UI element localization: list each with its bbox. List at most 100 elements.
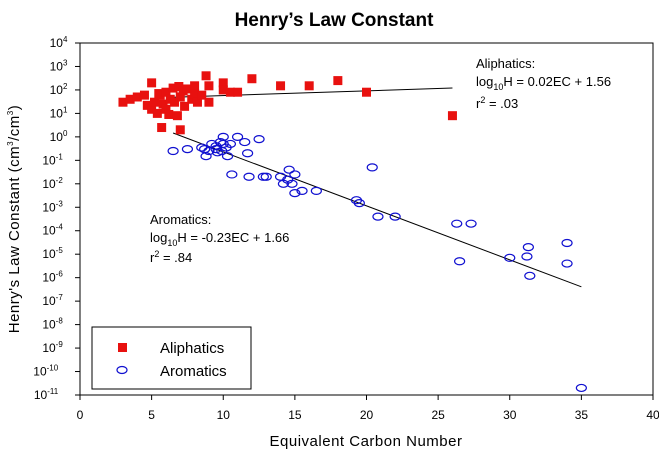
aliphatics-fit-line — [173, 87, 453, 98]
legend: Aliphatics Aromatics — [91, 326, 252, 390]
x-tick-label: 15 — [288, 408, 302, 422]
aliphatics-point — [197, 90, 207, 100]
aliphatics-point — [161, 104, 171, 114]
aromatics-point — [181, 145, 194, 154]
y-tick-label: 10-5 — [42, 246, 63, 261]
aromatics-point — [522, 243, 534, 252]
aliphatics-point — [157, 123, 167, 133]
aliphatics-point — [125, 94, 135, 104]
aliphatics-point — [174, 82, 184, 92]
aliphatics-point — [180, 101, 190, 111]
aromatics-point — [231, 132, 244, 141]
aliphatics-point — [155, 90, 165, 100]
aromatics-point — [372, 212, 384, 221]
aromatics-point — [286, 179, 298, 188]
aliphatics-point — [161, 87, 171, 97]
aliphatics-point — [168, 83, 178, 93]
legend-aliphatics-label: Aliphatics — [160, 340, 224, 357]
aliphatics-point — [204, 81, 214, 91]
aliphatics-point — [175, 125, 185, 135]
aliphatics-point — [233, 87, 243, 97]
y-axis-label: Henry's Law Constant (cm3/cm3) — [6, 105, 23, 334]
aliphatics-point — [147, 78, 157, 88]
y-tick-label: 10-8 — [42, 317, 63, 332]
y-tick-label: 10-3 — [42, 199, 63, 214]
y-tick-label: 10-11 — [34, 387, 59, 402]
y-tick-label: 10-9 — [42, 340, 63, 355]
x-tick-label: 0 — [77, 408, 84, 422]
aromatics-point — [454, 257, 466, 266]
legend-aliphatics-marker — [118, 343, 127, 352]
x-tick-label: 5 — [148, 408, 155, 422]
aliphatics-point — [164, 109, 174, 119]
aromatics-point — [521, 252, 533, 261]
y-tick-label: 10-7 — [42, 293, 63, 308]
aromatics-point — [451, 219, 463, 228]
aliphatics-point — [182, 84, 192, 94]
x-tick-label: 30 — [503, 408, 517, 422]
aromatics-point — [296, 186, 308, 195]
y-tick-label: 103 — [50, 58, 68, 73]
aliphatics-point — [362, 87, 371, 97]
aromatics-point — [310, 186, 322, 195]
aliphatics-point — [192, 97, 202, 107]
aliphatics-point — [218, 78, 228, 88]
x-tick-label: 40 — [646, 408, 659, 422]
aliphatics-point — [247, 74, 257, 84]
aromatics-point — [353, 199, 365, 208]
y-tick-label: 10-6 — [42, 270, 63, 285]
aromatics-point — [289, 189, 301, 198]
aliphatics-point — [276, 81, 286, 91]
aliphatics-point — [152, 108, 162, 118]
y-tick-label: 102 — [50, 82, 68, 97]
aromatics-annotation-title: Aromatics: — [150, 212, 211, 227]
aromatics-point — [167, 146, 179, 156]
aromatics-point — [366, 163, 378, 172]
aromatics-point — [561, 238, 573, 248]
aliphatics-point — [304, 81, 314, 91]
aliphatics-point — [170, 97, 180, 107]
aliphatics-point — [132, 92, 142, 102]
aromatics-point — [575, 383, 587, 393]
legend-aromatics-marker — [116, 365, 128, 375]
aromatics-point — [504, 253, 516, 262]
y-axis-ticks: 104 103 102 101 100 10-1 10-2 10-3 10-4 10-5 10-6 1… — [33, 35, 80, 402]
aromatics-point — [282, 175, 294, 184]
y-tick-label: 100 — [50, 129, 68, 144]
aromatics-point — [283, 165, 295, 174]
aliphatics-point — [201, 71, 211, 81]
aliphatics-annotation-title: Aliphatics: — [476, 56, 535, 71]
y-tick-label: 10-2 — [42, 176, 63, 191]
aromatics-point — [224, 139, 237, 149]
aliphatics-point — [158, 99, 168, 109]
aliphatics-point — [175, 92, 185, 102]
aromatics-point — [277, 179, 290, 188]
aliphatics-point — [447, 111, 457, 121]
aliphatics-annotation: Aliphatics: log10H = 0.02EC + 1.56 r2 = … — [476, 56, 611, 111]
aliphatics-series — [118, 71, 457, 135]
aromatics-point — [253, 135, 265, 144]
aromatics-point — [289, 170, 301, 179]
aliphatics-point — [218, 85, 228, 95]
y-tick-label: 10-4 — [42, 223, 63, 238]
x-tick-label: 10 — [217, 408, 231, 422]
aromatics-point — [200, 152, 212, 161]
aromatics-point — [260, 172, 272, 181]
aromatics-annotation: Aromatics: log10H = -0.23EC + 1.66 r2 = … — [150, 212, 289, 265]
aromatics-r-squared: r2 = .84 — [150, 249, 192, 265]
aliphatics-point — [139, 90, 149, 100]
aromatics-point — [226, 170, 238, 179]
aromatics-point — [465, 219, 477, 228]
aliphatics-point — [172, 111, 182, 121]
aromatics-point — [239, 137, 251, 147]
aromatics-point — [214, 137, 226, 147]
aliphatics-point — [333, 76, 343, 86]
aromatics-fit-line — [172, 132, 582, 288]
aliphatics-fit-equation: log10H = 0.02EC + 1.56 — [476, 74, 611, 92]
aliphatics-point — [190, 89, 200, 99]
x-axis-ticks: 0 5 10 15 20 25 30 35 40 — [77, 395, 659, 422]
aliphatics-point — [225, 87, 235, 97]
aromatics-fit-equation: log10H = -0.23EC + 1.66 — [150, 230, 289, 248]
legend-aromatics-label: Aromatics — [160, 363, 227, 380]
aromatics-point — [389, 212, 401, 221]
